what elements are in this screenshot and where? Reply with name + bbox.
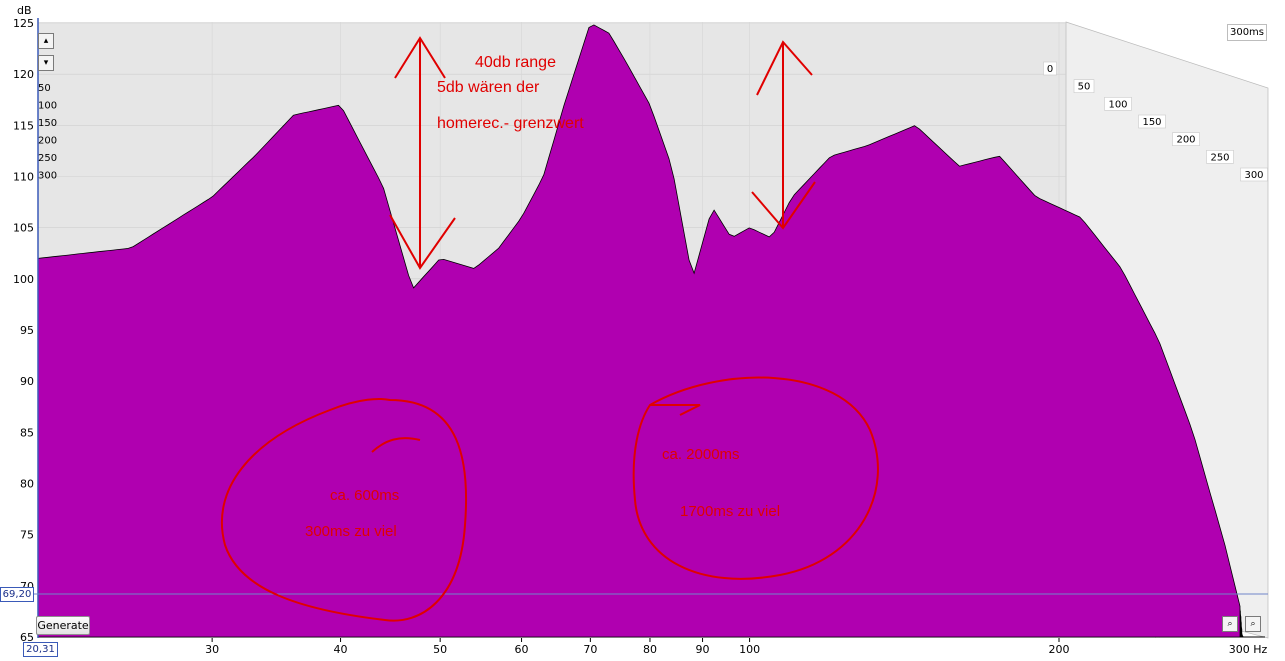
- ellipse-right: [632, 376, 879, 580]
- range-arrow-right-top-head: [756, 40, 813, 96]
- y-axis: 65707580859095100105110115120125: [13, 17, 34, 644]
- x-tick-label: 300 Hz: [1229, 643, 1268, 656]
- y-tick-label: 100: [13, 273, 34, 286]
- time-axis-left: 50 100 150 200 250 300: [38, 83, 57, 182]
- x-tick-label: 90: [696, 643, 710, 656]
- time-tick-box: [1206, 150, 1234, 164]
- time-tick-label-left: 200: [38, 136, 57, 147]
- annotation-range: 40db range: [475, 54, 556, 71]
- y-tick-label: 110: [13, 171, 34, 184]
- time-tick-label: 100: [1108, 99, 1127, 110]
- ellipse-left-tail: [371, 437, 421, 453]
- time-tick-box: [1073, 79, 1095, 93]
- y-tick-label: 125: [13, 17, 34, 30]
- y-tick-label: 65: [20, 631, 34, 644]
- x-tick-label: 40: [334, 643, 348, 656]
- range-arrow-right-bottom-head: [751, 181, 816, 230]
- annotation-2000ms: ca. 2000ms: [662, 446, 740, 463]
- time-tick-label: 50: [1078, 82, 1091, 93]
- y-tick-label: 80: [20, 478, 34, 491]
- time-tick-label-left: 300: [38, 171, 57, 182]
- annotation-1700ms: 1700ms zu viel: [680, 503, 780, 520]
- annotation-600ms: ca. 600ms: [330, 487, 399, 504]
- y-axis-label: dB: [17, 4, 32, 17]
- time-tick-box: [1172, 132, 1200, 146]
- x-tick-label: 60: [515, 643, 529, 656]
- x-tick-label: 70: [583, 643, 597, 656]
- time-tick-label: 0: [1047, 64, 1053, 75]
- magnifier-icon[interactable]: ⌕: [1222, 616, 1238, 632]
- x-tick-label: 30: [205, 643, 219, 656]
- time-tick-label-left: 50: [38, 83, 51, 94]
- zoom-out-icon[interactable]: ▾: [38, 55, 54, 71]
- time-tick-label: 150: [1142, 117, 1161, 128]
- time-tick-label: 200: [1176, 135, 1195, 146]
- range-arrow-left-bottom-head: [389, 214, 456, 270]
- zoom-in-icon[interactable]: ▴: [38, 33, 54, 49]
- time-tick-box: [1043, 61, 1057, 76]
- x-axis: 30 40 50 60 70 80 90 100 200 300 Hz: [205, 638, 1267, 656]
- ellipse-right-tail: [650, 404, 701, 416]
- annotation-homerec-2: homerec.- grenzwert: [437, 115, 584, 132]
- cursor-y-readout: 69,20: [0, 587, 34, 602]
- y-tick-label: 120: [13, 68, 34, 81]
- range-arrow-left-top-head: [394, 36, 446, 79]
- annotation-homerec-1: 5db wären der: [437, 79, 540, 96]
- y-tick-label: 95: [20, 324, 34, 337]
- time-tick-box: [1104, 97, 1132, 111]
- annotations: [220, 36, 879, 622]
- time-tick-label-left: 150: [38, 118, 57, 129]
- x-tick-label: 200: [1049, 643, 1070, 656]
- magnifier-zoom-icon[interactable]: ⌕: [1245, 616, 1261, 632]
- time-axis: 0 50 100 150 200 250 300: [1043, 61, 1268, 182]
- time-tick-label: 250: [1210, 152, 1229, 163]
- y-tick-label: 90: [20, 375, 34, 388]
- x-tick-label: 50: [433, 643, 447, 656]
- time-tick-label-left: 250: [38, 153, 57, 164]
- x-tick-label: 80: [643, 643, 657, 656]
- waterfall-slice: [37, 24, 1241, 638]
- y-tick-label: 115: [13, 119, 34, 132]
- time-range-box: 300ms: [1227, 24, 1267, 41]
- cursor-x-readout: 20,31: [23, 642, 58, 657]
- time-tick-box: [1240, 167, 1268, 182]
- time-tick-box: [1138, 114, 1166, 129]
- time-tick-label-left: 100: [38, 101, 57, 112]
- generate-button[interactable]: Generate: [36, 616, 90, 635]
- time-tick-label: 300: [1244, 170, 1263, 181]
- x-tick-label: 100: [739, 643, 760, 656]
- waterfall-slices[interactable]: [37, 24, 1265, 638]
- y-tick-label: 105: [13, 222, 34, 235]
- ellipse-left: [220, 398, 468, 622]
- y-tick-label: 85: [20, 426, 34, 439]
- y-tick-label: 75: [20, 529, 34, 542]
- annotation-300ms: 300ms zu viel: [305, 523, 397, 540]
